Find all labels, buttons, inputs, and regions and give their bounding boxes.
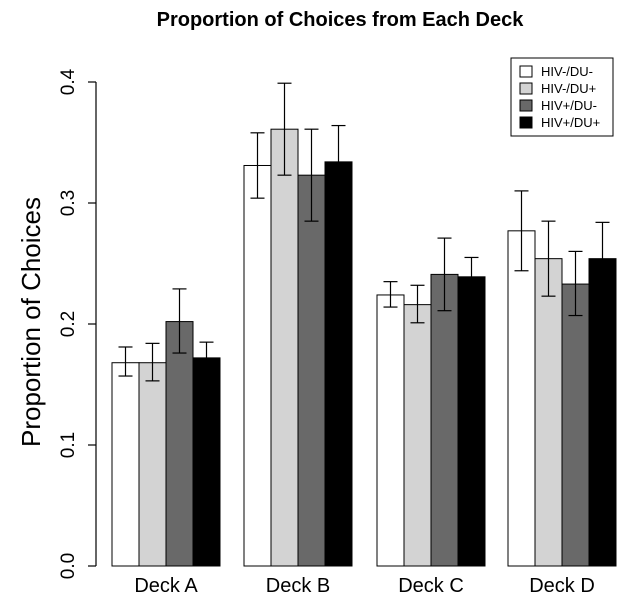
y-tick-label: 0.2 [58, 311, 79, 337]
bar [430, 273, 459, 567]
y-tick-label: 0.1 [58, 432, 79, 458]
bar [243, 164, 272, 567]
bar [270, 128, 299, 567]
legend-swatch [519, 65, 533, 78]
bar [561, 283, 590, 567]
category-labels: Deck A Deck B Deck C Deck D [134, 575, 594, 597]
legend: HIV-/DU- HIV-/DU+ HIV+/DU- HIV+/DU+ [510, 57, 614, 137]
legend-label: HIV-/DU- [541, 64, 593, 79]
bar [457, 276, 486, 567]
legend-label: HIV+/DU- [541, 98, 597, 113]
legend-label: HIV-/DU+ [541, 81, 596, 96]
bar [376, 294, 405, 567]
bar [297, 174, 326, 567]
bar [403, 304, 432, 567]
bar [165, 321, 194, 567]
category-label: Deck C [398, 575, 464, 597]
bar [111, 362, 140, 567]
legend-label: HIV+/DU+ [541, 115, 600, 130]
chart-title: Proportion of Choices from Each Deck [157, 9, 525, 31]
y-tick-label: 0.0 [58, 553, 79, 579]
category-label: Deck A [134, 575, 198, 597]
y-axis-label: Proportion of Choices [16, 197, 46, 447]
bar [192, 357, 221, 567]
bar [507, 230, 536, 567]
bars-group [111, 128, 617, 567]
legend-swatch [519, 82, 533, 95]
error-bars-group [118, 82, 610, 382]
legend-swatch [519, 116, 533, 129]
y-tick-label: 0.4 [58, 68, 79, 95]
category-label: Deck D [529, 575, 595, 597]
bar [534, 258, 563, 567]
y-tick-label: 0.3 [58, 190, 79, 216]
y-axis-ticks: 0.0 0.1 0.2 0.3 0.4 [58, 68, 96, 579]
category-label: Deck B [266, 575, 330, 597]
legend-swatch [519, 99, 533, 112]
bar [324, 161, 353, 567]
bar [588, 258, 617, 567]
bar [138, 362, 167, 567]
